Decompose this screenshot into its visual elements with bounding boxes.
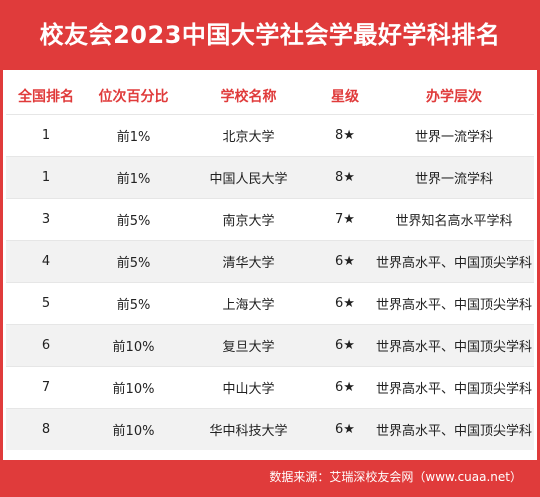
star-rating-cell: 6★ [316, 240, 374, 283]
star-rating-cell: 7★ [316, 198, 374, 241]
table-row: 1 前1% 北京大学 8★ 世界一流学科 [6, 114, 534, 157]
level-cell: 世界一流学科 [374, 114, 534, 157]
rank-cell: 1 [6, 114, 86, 157]
table-row: 6 前10% 复旦大学 6★ 世界高水平、中国顶尖学科 [6, 324, 534, 367]
table-header: 全国排名 位次百分比 学校名称 星级 办学层次 [6, 78, 534, 115]
ranking-table: 全国排名 位次百分比 学校名称 星级 办学层次 1 前1% 北京大学 8★ 世界一流学科… [6, 78, 534, 450]
school-name-cell: 清华大学 [181, 240, 316, 283]
school-name-cell: 中国人民大学 [181, 156, 316, 199]
column-header-level: 办学层次 [426, 89, 482, 105]
percentile-cell: 前5% [86, 198, 181, 241]
column-header-school: 学校名称 [220, 89, 277, 105]
school-name-cell: 南京大学 [181, 198, 316, 241]
percentile-cell: 前1% [86, 114, 181, 157]
level-cell: 世界高水平、中国顶尖学科 [374, 240, 534, 283]
rank-cell: 6 [6, 324, 86, 367]
table-row: 1 前1% 中国人民大学 8★ 世界一流学科 [6, 156, 534, 199]
level-cell: 世界高水平、中国顶尖学科 [374, 366, 534, 409]
rank-cell: 5 [6, 282, 86, 325]
rank-cell: 8 [6, 408, 86, 450]
school-name-cell: 北京大学 [181, 114, 316, 157]
percentile-cell: 前1% [86, 156, 181, 199]
level-cell: 世界知名高水平学科 [374, 198, 534, 241]
school-name-cell: 中山大学 [181, 366, 316, 409]
table-row: 7 前10% 中山大学 6★ 世界高水平、中国顶尖学科 [6, 366, 534, 409]
school-name-cell: 华中科技大学 [181, 408, 316, 450]
star-rating-cell: 6★ [316, 324, 374, 367]
level-cell: 世界一流学科 [374, 156, 534, 199]
rank-cell: 4 [6, 240, 86, 283]
star-rating-cell: 6★ [316, 408, 374, 450]
percentile-cell: 前10% [86, 324, 181, 367]
level-cell: 世界高水平、中国顶尖学科 [374, 324, 534, 367]
school-name-cell: 上海大学 [181, 282, 316, 325]
star-rating-cell: 6★ [316, 282, 374, 325]
table-row: 5 前5% 上海大学 6★ 世界高水平、中国顶尖学科 [6, 282, 534, 325]
column-header-rank: 全国排名 [18, 89, 74, 105]
table-row: 3 前5% 南京大学 7★ 世界知名高水平学科 [6, 198, 534, 241]
table-row: 4 前5% 清华大学 6★ 世界高水平、中国顶尖学科 [6, 240, 534, 283]
table-body: 1 前1% 北京大学 8★ 世界一流学科 1 前1% 中国人民大学 8★ 世界一流学科 3 前5% 南京… [6, 114, 534, 450]
school-name-cell: 复旦大学 [181, 324, 316, 367]
column-header-percentile: 位次百分比 [98, 89, 169, 105]
header-row: 全国排名 位次百分比 学校名称 星级 办学层次 [6, 78, 534, 115]
page-title: 校友会2023中国大学社会学最好学科排名 [0, 0, 540, 70]
level-cell: 世界高水平、中国顶尖学科 [374, 408, 534, 450]
star-rating-cell: 8★ [316, 156, 374, 199]
rank-cell: 1 [6, 156, 86, 199]
rank-cell: 3 [6, 198, 86, 241]
level-cell: 世界高水平、中国顶尖学科 [374, 282, 534, 325]
data-source-note: 数据来源：艾瑞深校友会网（www.cuaa.net） [269, 470, 522, 484]
percentile-cell: 前10% [86, 366, 181, 409]
table-row: 8 前10% 华中科技大学 6★ 世界高水平、中国顶尖学科 [6, 408, 534, 450]
percentile-cell: 前10% [86, 408, 181, 450]
rank-cell: 7 [6, 366, 86, 409]
column-header-stars: 星级 [331, 89, 359, 105]
percentile-cell: 前5% [86, 240, 181, 283]
star-rating-cell: 8★ [316, 114, 374, 157]
footer-bar: 数据来源：艾瑞深校友会网（www.cuaa.net） [0, 460, 540, 497]
star-rating-cell: 6★ [316, 366, 374, 409]
percentile-cell: 前5% [86, 282, 181, 325]
